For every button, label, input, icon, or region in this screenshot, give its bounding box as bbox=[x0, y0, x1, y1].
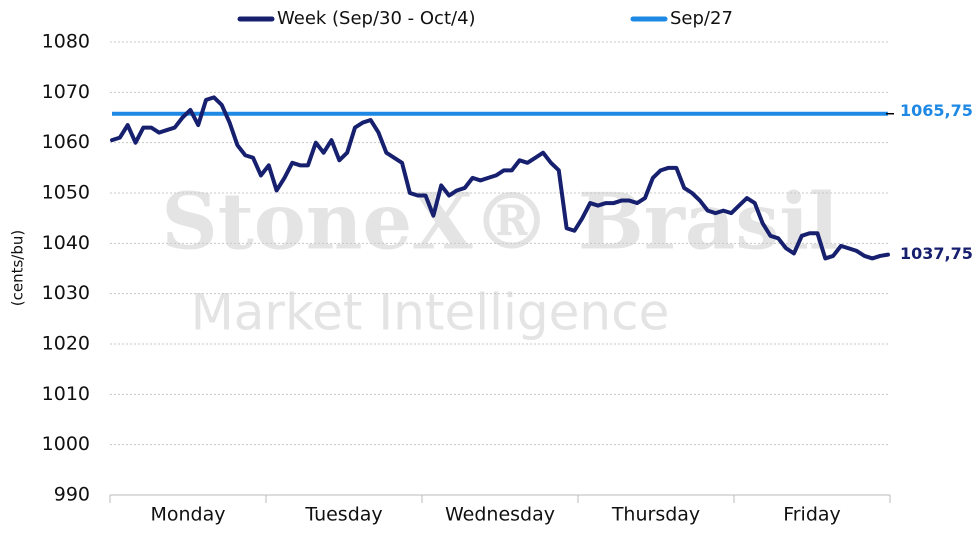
y-tick-label: 1010 bbox=[42, 383, 90, 405]
end-label: 1037,75 bbox=[900, 244, 973, 263]
x-tick-label: Tuesday bbox=[304, 504, 382, 526]
x-tick-label: Wednesday bbox=[445, 504, 555, 526]
x-tick-label: Monday bbox=[150, 504, 225, 526]
y-tick-label: 1080 bbox=[42, 31, 90, 53]
legend-label: Sep/27 bbox=[670, 8, 733, 29]
watermark: StoneX® Brasil bbox=[161, 177, 838, 268]
y-tick-label: 1020 bbox=[42, 333, 90, 355]
reference-label: 1065,75 bbox=[900, 101, 973, 120]
watermark: Market Intelligence bbox=[191, 284, 670, 342]
y-tick-label: 1040 bbox=[42, 232, 90, 254]
y-tick-label: 1000 bbox=[42, 433, 90, 455]
y-axis-label: (cents/bu) bbox=[9, 230, 27, 306]
y-tick-label: 1030 bbox=[42, 282, 90, 304]
x-tick-label: Thursday bbox=[611, 504, 700, 526]
x-tick-label: Friday bbox=[783, 504, 841, 526]
y-tick-label: 1060 bbox=[42, 131, 90, 153]
y-tick-label: 1050 bbox=[42, 182, 90, 204]
y-tick-label: 1070 bbox=[42, 81, 90, 103]
y-tick-label: 990 bbox=[54, 484, 90, 506]
week-line bbox=[110, 95, 890, 261]
legend-label: Week (Sep/30 - Oct/4) bbox=[277, 8, 476, 29]
